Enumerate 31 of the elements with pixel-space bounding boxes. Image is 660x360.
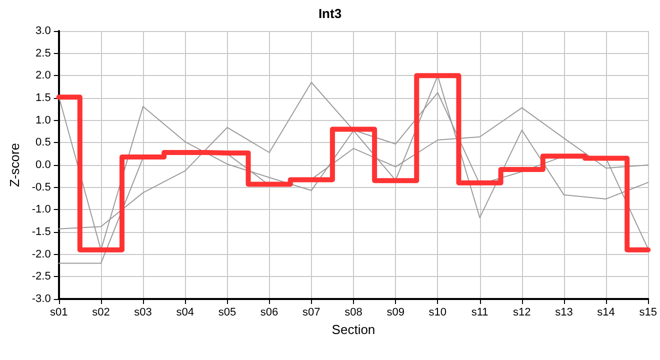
- y-tick-label: 0.5: [36, 136, 51, 149]
- y-tick-label: 1.5: [36, 92, 51, 104]
- x-tick-label: s12: [512, 306, 531, 318]
- y-axis-title: Z-score: [7, 142, 22, 188]
- x-tick-label: s13: [555, 306, 573, 318]
- y-tick-label: 2.5: [36, 47, 51, 60]
- x-tick-label: s03: [134, 306, 152, 318]
- x-tick-label: s07: [302, 306, 320, 318]
- x-tick-label: s06: [260, 306, 278, 318]
- x-tick-label: s11: [471, 306, 488, 318]
- y-tick-label: 2.0: [36, 70, 51, 82]
- y-tick-label: 1.0: [36, 114, 51, 126]
- y-tick-label: -3.0: [32, 293, 51, 305]
- x-tick-label: s14: [597, 306, 615, 318]
- x-tick-label: s09: [386, 306, 404, 318]
- y-tick-label: 3.0: [36, 25, 51, 37]
- y-tick-label: -0.5: [32, 181, 51, 194]
- y-tick-label: -1.5: [32, 226, 51, 238]
- chart-title: Int3: [318, 6, 342, 21]
- x-axis-title: Section: [332, 322, 376, 337]
- x-tick-label: s10: [428, 306, 447, 318]
- y-tick-label: -2.5: [32, 270, 51, 283]
- x-tick-label: s15: [639, 306, 658, 318]
- y-tick-label: -1.0: [32, 204, 51, 216]
- y-tick-label: -2.0: [32, 248, 51, 260]
- x-tick-label: s01: [50, 306, 68, 318]
- y-tick-label: 0.0: [36, 159, 51, 171]
- x-tick-label: s02: [92, 306, 110, 318]
- x-tick-label: s08: [344, 306, 362, 318]
- x-tick-label: s05: [218, 306, 236, 318]
- x-tick-label: s04: [176, 306, 194, 318]
